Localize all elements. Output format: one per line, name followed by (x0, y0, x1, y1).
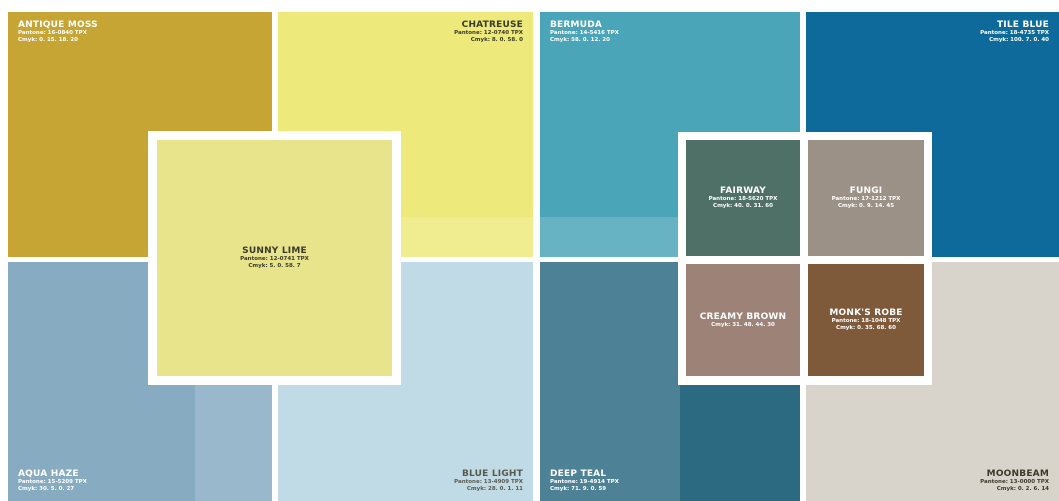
swatch-name: SUNNY LIME (167, 246, 382, 256)
swatch-pantone: Pantone: 18-4735 TPX (816, 30, 1049, 37)
swatch-pantone: Pantone: 18-1048 TPX (818, 318, 914, 325)
swatch-cmyk: Cmyk: 5. 0. 58. 7 (167, 263, 382, 270)
swatch-cmyk: Cmyk: 0. 9. 14. 45 (818, 203, 914, 210)
swatch-name: TILE BLUE (816, 20, 1049, 30)
swatch-cmyk: Cmyk: 8. 0. 58. 0 (288, 37, 523, 44)
swatch-name: ANTIQUE MOSS (18, 20, 262, 30)
swatch-pantone: Pantone: 13-4909 TPX (288, 479, 523, 486)
swatch-cmyk: Cmyk: 0. 15. 18. 20 (18, 37, 262, 44)
swatch-cmyk: Cmyk: 71. 9. 0. 59 (550, 486, 790, 493)
page: {"swatches": [ {"name": "ANTIQUE MOSS", … (0, 0, 1059, 501)
swatch-pantone: Pantone: 18-5620 TPX (696, 196, 790, 203)
swatch-name: AQUA HAZE (18, 469, 262, 479)
swatch-cmyk: Cmyk: 30. 5. 0. 27 (18, 486, 262, 493)
swatch-name: FAIRWAY (696, 186, 790, 196)
swatch-name: CHATREUSE (288, 20, 523, 30)
swatch-pantone: Pantone: 12-0740 TPX (288, 30, 523, 37)
swatch-cmyk: Cmyk: 31. 48. 44. 30 (696, 322, 790, 329)
swatch-cmyk: Cmyk: 28. 0. 1. 11 (288, 486, 523, 493)
swatch-name: BLUE LIGHT (288, 469, 523, 479)
swatch-pantone: Pantone: 19-4914 TPX (550, 479, 790, 486)
swatch-pantone: Pantone: 13-0000 TPX (816, 479, 1049, 486)
swatch-cmyk: Cmyk: 100. 7. 0. 40 (816, 37, 1049, 44)
swatch-name: MOONBEAM (816, 469, 1049, 479)
swatch-pantone: Pantone: 14-5416 TPX (550, 30, 790, 37)
swatch-pantone: Pantone: 15-5209 TPX (18, 479, 262, 486)
swatch-cmyk: Cmyk: 0. 35. 68. 60 (818, 325, 914, 332)
swatch-pantone: Pantone: 12-0741 TPX (167, 256, 382, 263)
swatch-pantone: Pantone: 17-1212 TPX (818, 196, 914, 203)
swatch-name: MONK'S ROBE (818, 308, 914, 318)
swatch-cmyk: Cmyk: 0. 2. 6. 14 (816, 486, 1049, 493)
swatch-cmyk: Cmyk: 58. 0. 12. 20 (550, 37, 790, 44)
swatch-pantone: Pantone: 16-0840 TPX (18, 30, 262, 37)
swatch-name: FUNGI (818, 186, 914, 196)
swatch-name: BERMUDA (550, 20, 790, 30)
swatch-name: DEEP TEAL (550, 469, 790, 479)
swatch-name: CREAMY BROWN (696, 312, 790, 322)
swatch-cmyk: Cmyk: 40. 0. 31. 60 (696, 203, 790, 210)
